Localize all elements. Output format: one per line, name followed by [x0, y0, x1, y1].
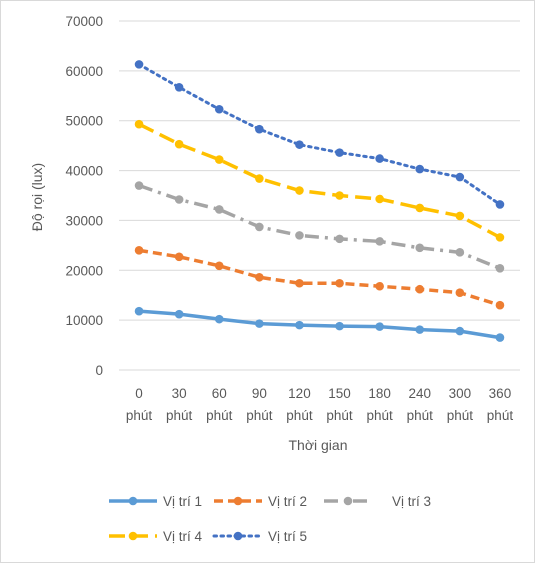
data-point — [295, 140, 304, 149]
data-point — [295, 231, 304, 240]
y-axis-ticks: 0 10000 20000 30000 40000 50000 60000 70000 — [65, 14, 103, 378]
legend-label: Vị trí 3 — [392, 494, 431, 509]
data-point — [495, 200, 505, 209]
data-point — [214, 155, 224, 164]
data-point — [455, 172, 465, 182]
data-point — [174, 252, 184, 262]
data-point — [174, 139, 184, 149]
data-point — [255, 174, 264, 183]
data-point — [134, 306, 144, 316]
y-tick-label: 30000 — [65, 213, 103, 228]
data-point — [214, 261, 224, 271]
legend-swatch-marker — [233, 531, 243, 541]
legend-swatch-marker — [233, 496, 243, 506]
x-tick-label: 60 phút — [206, 386, 233, 423]
series-line — [137, 62, 502, 206]
data-point — [134, 181, 144, 190]
data-point — [375, 154, 384, 163]
series-line — [138, 248, 501, 307]
data-point — [335, 148, 344, 157]
y-tick-label: 40000 — [65, 164, 103, 179]
x-axis-title: Thời gian — [289, 437, 348, 453]
series-group — [134, 60, 505, 342]
y-tick-label: 20000 — [65, 263, 103, 278]
data-point — [255, 319, 264, 328]
data-point — [134, 246, 144, 255]
series-line — [138, 309, 501, 340]
gridlines — [119, 20, 520, 371]
x-tick-label: 120 phút — [286, 386, 313, 423]
x-tick-label: 0 phút — [126, 386, 153, 423]
data-point — [415, 325, 425, 334]
x-tick-label: 240 phút — [407, 386, 434, 423]
y-tick-label: 60000 — [65, 64, 103, 79]
data-point — [214, 314, 224, 324]
legend-label: Vị trí 5 — [268, 529, 307, 544]
x-tick-label: 30 phút — [166, 386, 193, 423]
data-point — [214, 205, 224, 214]
data-point — [335, 278, 344, 288]
data-point — [415, 164, 425, 174]
data-point — [455, 248, 465, 257]
data-point — [415, 243, 425, 253]
data-point — [335, 321, 344, 331]
x-tick-label: 150 phút — [326, 386, 353, 423]
data-point — [415, 203, 425, 213]
data-point — [495, 300, 505, 310]
x-tick-label: 300 phút — [447, 386, 474, 423]
data-point — [495, 333, 505, 342]
legend-label: Vị trí 4 — [163, 529, 203, 544]
y-axis-title: Độ rọi (lux) — [29, 163, 45, 231]
data-point — [295, 320, 304, 330]
data-point — [174, 83, 184, 92]
data-point — [455, 326, 465, 336]
data-point — [174, 309, 184, 319]
legend-swatch-marker — [128, 531, 138, 541]
series-line — [138, 122, 501, 239]
data-point — [255, 124, 264, 134]
data-point — [415, 284, 425, 294]
x-tick-label: 180 phút — [367, 386, 394, 423]
data-point — [255, 222, 264, 232]
data-point — [134, 60, 144, 69]
data-point — [375, 281, 384, 291]
data-point — [335, 234, 344, 244]
data-point — [295, 278, 304, 288]
data-point — [295, 186, 304, 195]
legend-label: Vị trí 1 — [163, 494, 202, 509]
legend: Vị trí 1 Vị trí 2 Vị trí 3 Vị trí 4 Vị trí 5 — [109, 494, 431, 544]
data-point — [335, 191, 344, 200]
x-axis-ticks: 0 phút 30 phút 60 phút 90 phút 120 phút 150 phút 180… — [126, 386, 513, 423]
data-point — [375, 237, 384, 246]
legend-swatch-marker — [128, 496, 138, 506]
data-point — [174, 195, 184, 204]
y-tick-label: 10000 — [65, 313, 103, 328]
data-point — [455, 288, 465, 298]
y-tick-label: 50000 — [65, 114, 103, 129]
data-point — [214, 104, 224, 114]
data-point — [495, 233, 505, 242]
x-tick-label: 90 phút — [246, 386, 273, 423]
data-point — [495, 263, 505, 273]
series-line — [138, 183, 501, 270]
data-point — [255, 272, 264, 282]
data-point — [455, 211, 465, 221]
data-point — [134, 119, 144, 129]
data-point — [375, 322, 384, 331]
x-tick-label: 360 phút — [487, 386, 514, 423]
y-tick-label: 0 — [95, 363, 103, 378]
legend-swatch-marker — [343, 496, 353, 506]
y-tick-label: 70000 — [65, 14, 103, 29]
legend-label: Vị trí 2 — [268, 494, 307, 509]
data-point — [375, 194, 384, 204]
